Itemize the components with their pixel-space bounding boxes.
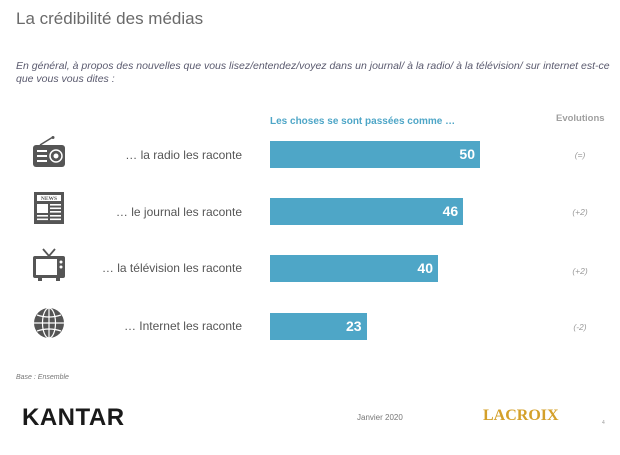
evolution-television: (+2)	[572, 266, 588, 276]
television-icon	[33, 248, 65, 281]
footer-date: Janvier 2020	[357, 413, 403, 422]
la-croix-logo: LACROIX	[483, 407, 559, 424]
bar-value-journal: 46	[442, 203, 459, 219]
page-number: 4	[602, 420, 605, 426]
svg-text:NEWS: NEWS	[41, 196, 57, 202]
radio-icon	[33, 136, 65, 167]
survey-question: En général, à propos des nouvelles que v…	[16, 60, 610, 85]
category-label-journal: … le journal les raconte	[115, 205, 242, 219]
bar-journal: 46	[270, 198, 464, 225]
category-label-radio: … la radio les raconte	[125, 148, 242, 162]
bar-value-radio: 50	[459, 146, 475, 162]
kantar-logo: KANTAR	[22, 404, 125, 431]
evolutions-header: Evolutions	[556, 113, 605, 124]
bar-value-internet: 23	[346, 318, 362, 334]
bar-television: 40	[270, 255, 438, 282]
globe-icon	[34, 307, 64, 339]
evolution-radio: (=)	[574, 150, 586, 160]
category-label-television: … la télévision les raconte	[101, 261, 242, 275]
base-note: Base : Ensemble	[16, 374, 69, 381]
bar-internet: 23	[270, 313, 367, 340]
evolution-journal: (+2)	[572, 207, 588, 217]
bar-radio: 50	[270, 141, 480, 168]
bar-value-television: 40	[417, 260, 433, 276]
newspaper-icon: NEWS	[34, 192, 64, 224]
page-title: La crédibilité des médias	[16, 9, 204, 28]
category-label-internet: … Internet les raconte	[123, 319, 242, 333]
evolution-internet: (-2)	[573, 322, 587, 332]
chart-header: Les choses se sont passées comme …	[270, 116, 456, 127]
